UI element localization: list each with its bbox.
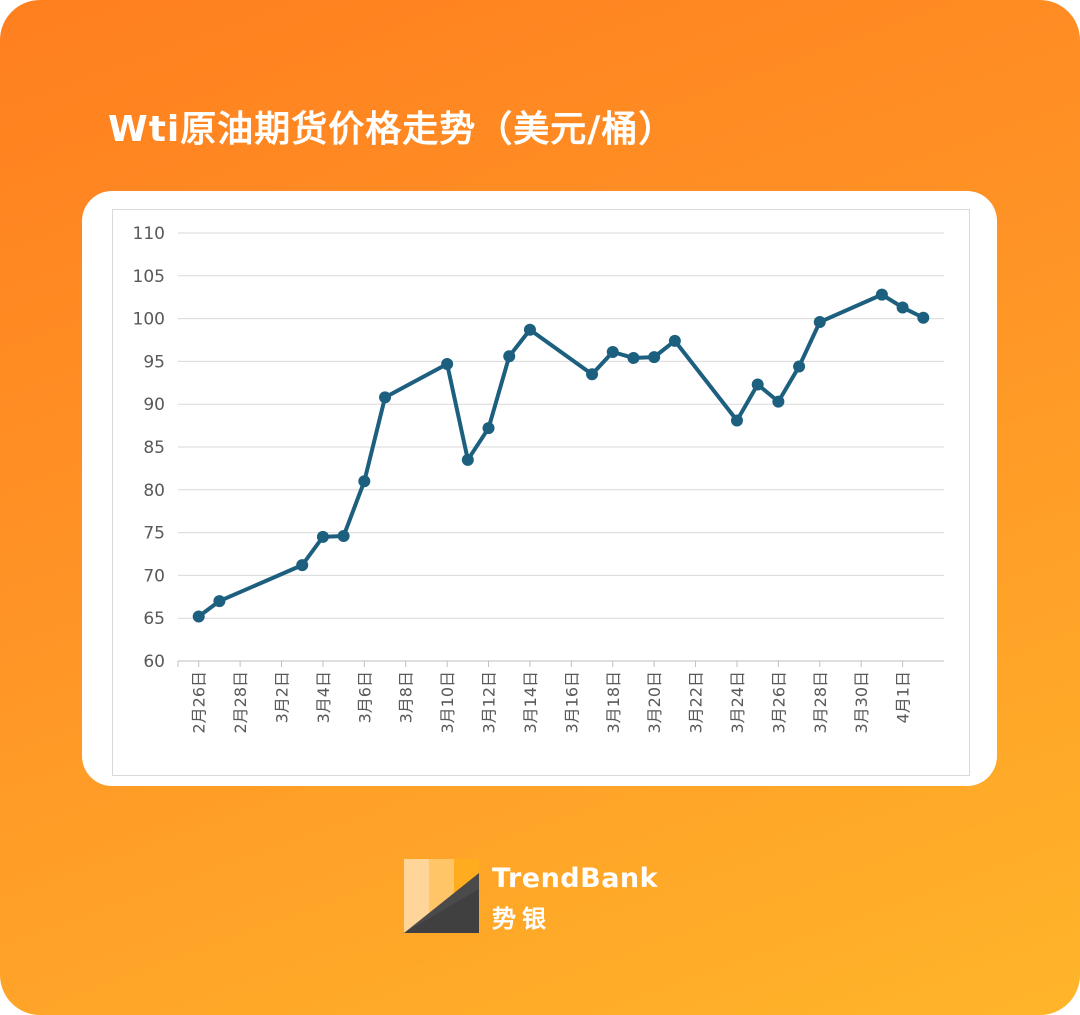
x-tick-label: 3月20日: [645, 671, 664, 734]
x-tick-label: 3月26日: [769, 671, 788, 734]
data-point: [358, 475, 371, 488]
data-point: [606, 345, 619, 358]
chart-card: 60 65 70 75 80 85 90 95 100 105 110 2月26日 2月28日 3月2日 3…: [82, 191, 997, 786]
x-tick-label: 3月22日: [687, 671, 706, 734]
x-tick-label: 3月12日: [480, 671, 499, 734]
y-tick-label: 80: [143, 481, 165, 501]
y-tick-label: 100: [133, 310, 165, 330]
data-point: [379, 391, 392, 404]
data-point: [730, 414, 743, 427]
x-tick-label: 2月28日: [231, 671, 250, 734]
data-point: [875, 288, 888, 301]
y-tick-label: 85: [143, 438, 165, 458]
data-point: [896, 301, 909, 314]
data-point: [751, 378, 764, 391]
y-tick-label: 70: [143, 566, 165, 586]
y-tick-label: 60: [143, 652, 165, 672]
data-point: [523, 323, 536, 336]
logo-name-cn: 势银: [492, 905, 552, 933]
y-tick-label: 105: [133, 267, 165, 287]
data-point: [503, 350, 516, 363]
data-point: [213, 595, 226, 608]
x-tick-label: 3月28日: [811, 671, 830, 734]
x-tick-label: 3月14日: [521, 671, 540, 734]
data-point: [586, 368, 599, 381]
data-point: [668, 334, 681, 347]
data-point: [482, 422, 495, 435]
x-tick-label: 3月18日: [604, 671, 623, 734]
data-point: [441, 357, 454, 370]
data-point: [813, 316, 826, 329]
series-line: [197, 292, 925, 619]
x-tick-label: 2月26日: [190, 671, 209, 734]
y-tick-label: 75: [143, 524, 165, 544]
x-tick-label: 3月4日: [314, 671, 333, 723]
logo-name-en: TrendBank: [492, 863, 659, 894]
x-tick-label: 4月1日: [894, 671, 913, 723]
chart-title: Wti原油期货价格走势（美元/桶）: [108, 109, 676, 150]
x-tick-label: 3月24日: [728, 671, 747, 734]
x-tick-label: 3月16日: [562, 671, 581, 734]
data-point: [648, 351, 661, 364]
line-chart: 60 65 70 75 80 85 90 95 100 105 110 2月26日 2月28日 3月2日 3…: [133, 224, 944, 734]
x-tick-label: 3月30日: [852, 671, 871, 734]
data-point: [793, 360, 806, 373]
trendbank-logo-icon: [404, 859, 479, 933]
x-tick-label: 3月8日: [397, 671, 416, 723]
x-tick-label: 3月10日: [438, 671, 457, 734]
chart-frame: 60 65 70 75 80 85 90 95 100 105 110 2月26日 2月28日 3月2日 3…: [112, 209, 970, 776]
data-point: [917, 311, 930, 324]
data-point: [192, 610, 205, 623]
data-point: [627, 351, 640, 364]
data-point: [337, 530, 350, 543]
data-point: [461, 453, 474, 466]
x-tick-label: 3月6日: [355, 671, 374, 723]
y-tick-label: 95: [143, 352, 165, 372]
y-tick-label: 65: [143, 609, 165, 629]
data-point: [772, 395, 785, 408]
y-tick-label: 90: [143, 395, 165, 415]
x-tick-label: 3月2日: [273, 671, 292, 723]
trendbank-logo: TrendBank 势银: [404, 859, 704, 934]
y-tick-label: 110: [133, 224, 165, 244]
data-point: [296, 559, 309, 572]
data-point: [316, 530, 329, 543]
